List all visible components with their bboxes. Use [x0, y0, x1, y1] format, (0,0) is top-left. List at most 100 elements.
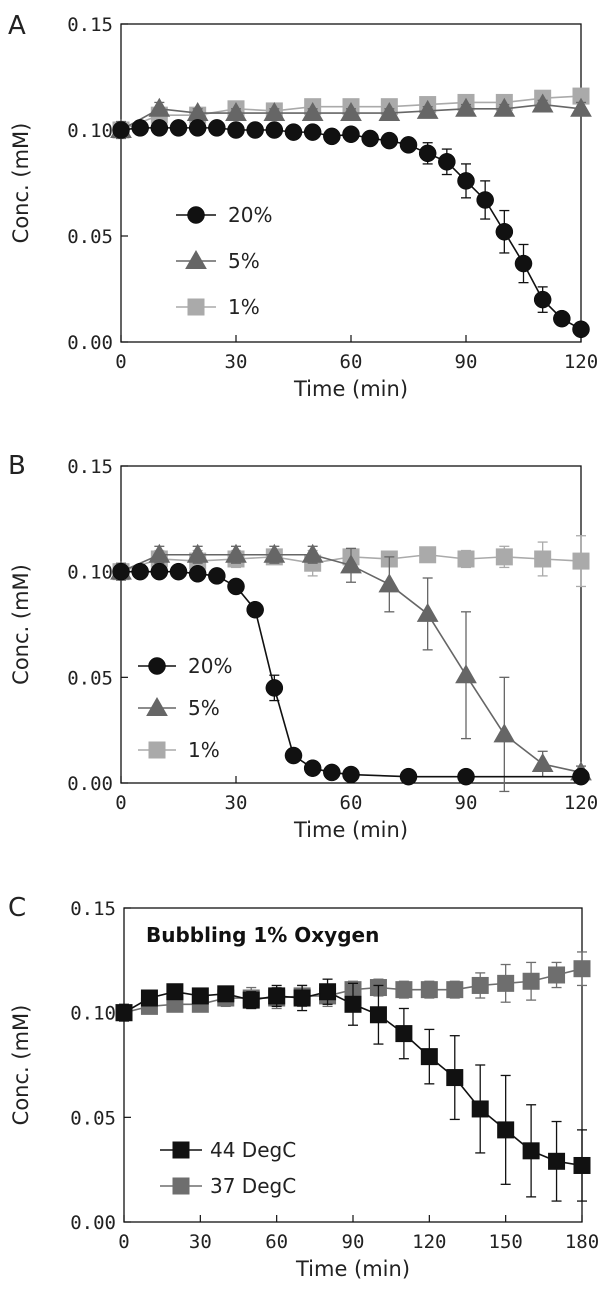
- data-point: [284, 123, 303, 141]
- x-tick-label: 180: [565, 1231, 599, 1253]
- series-5-: [110, 543, 592, 793]
- data-point: [495, 548, 513, 566]
- data-point: [570, 97, 592, 117]
- data-point: [342, 125, 360, 143]
- data-point: [112, 562, 130, 581]
- data-point: [148, 543, 171, 563]
- data-point: [263, 102, 286, 122]
- data-point: [395, 981, 413, 999]
- x-axis-label: Time (min): [295, 1257, 410, 1281]
- data-point: [455, 97, 477, 117]
- x-tick-label: 120: [412, 1231, 446, 1253]
- legend-label: 20%: [188, 654, 232, 678]
- data-point: [533, 290, 552, 309]
- data-point: [573, 1156, 591, 1174]
- series-line: [121, 570, 581, 778]
- data-point: [323, 763, 341, 782]
- y-tick-label: 0.10: [67, 120, 113, 142]
- legend-swatch-marker: [172, 1141, 190, 1159]
- data-point: [342, 765, 360, 784]
- data-point: [191, 987, 209, 1005]
- legend-label: 20%: [228, 203, 272, 227]
- x-tick-label: 120: [564, 792, 598, 814]
- data-point: [225, 543, 247, 563]
- chart-title: Bubbling 1% Oxygen: [146, 923, 379, 947]
- data-point: [457, 172, 475, 190]
- data-point: [573, 960, 591, 978]
- legend-label: 1%: [228, 295, 260, 319]
- legend-swatch-marker: [187, 298, 205, 316]
- x-tick-label: 30: [225, 351, 248, 373]
- data-point: [420, 981, 438, 999]
- data-point: [446, 981, 464, 999]
- y-axis-label: Conc. (mM): [9, 564, 33, 685]
- data-point: [457, 767, 475, 786]
- data-point: [208, 567, 226, 585]
- data-point: [553, 309, 571, 328]
- data-point: [399, 136, 418, 154]
- data-point: [169, 119, 188, 137]
- data-point: [303, 759, 322, 777]
- y-tick-label: 0.00: [70, 1212, 116, 1234]
- data-point: [301, 102, 324, 122]
- data-point: [531, 93, 554, 113]
- data-point: [522, 972, 540, 990]
- data-point: [493, 723, 516, 743]
- y-axis-label: Conc. (mM): [9, 123, 33, 244]
- plot-frame: [120, 23, 582, 343]
- legend-label: 5%: [188, 696, 220, 720]
- data-point: [572, 767, 590, 786]
- data-point: [293, 989, 311, 1007]
- panel-letter: C: [8, 893, 26, 923]
- x-tick-label: 30: [225, 792, 248, 814]
- data-point: [263, 543, 286, 563]
- y-tick-label: 0.15: [67, 456, 113, 478]
- data-point: [150, 119, 169, 137]
- y-tick-label: 0.05: [67, 667, 113, 689]
- data-point: [303, 123, 322, 141]
- data-point: [455, 664, 477, 684]
- data-point: [242, 991, 260, 1009]
- legend: 20% 5% 1%: [138, 654, 232, 762]
- data-point: [188, 565, 207, 583]
- data-point: [131, 562, 149, 581]
- data-point: [572, 320, 590, 339]
- plot-frame: [123, 907, 583, 1223]
- data-point: [378, 102, 401, 122]
- data-point: [265, 679, 284, 697]
- data-point: [246, 121, 264, 139]
- data-point: [471, 976, 489, 994]
- series-20-: [112, 119, 590, 339]
- data-point: [323, 127, 341, 146]
- x-tick-label: 60: [340, 351, 363, 373]
- y-tick-label: 0.15: [67, 14, 113, 36]
- x-tick-label: 90: [342, 1231, 365, 1253]
- data-point: [227, 121, 245, 139]
- data-point: [476, 191, 494, 209]
- data-point: [284, 746, 303, 765]
- x-tick-label: 30: [189, 1231, 212, 1253]
- y-tick-label: 0.10: [67, 562, 113, 584]
- y-tick-label: 0.05: [67, 226, 113, 248]
- y-tick-label: 0.05: [70, 1107, 116, 1129]
- legend-label: 44 DegC: [210, 1138, 296, 1162]
- legend-label: 37 DegC: [210, 1174, 296, 1198]
- data-point: [319, 983, 337, 1001]
- data-point: [548, 966, 566, 984]
- chart-panel-a: A 0.00 0.05 0.10 0.15 0 30 60 90 120 Time (min) Con…: [8, 11, 598, 401]
- x-tick-label: 90: [455, 792, 478, 814]
- legend-swatch-marker: [187, 206, 205, 224]
- data-point: [246, 600, 264, 619]
- data-point: [418, 144, 437, 163]
- y-axis-label: Conc. (mM): [9, 1005, 33, 1126]
- data-point: [150, 562, 169, 581]
- data-point: [420, 1048, 438, 1066]
- data-point: [438, 153, 456, 171]
- x-tick-label: 60: [340, 792, 363, 814]
- x-tick-label: 0: [118, 1231, 129, 1253]
- legend-label: 5%: [228, 249, 260, 273]
- y-tick-label: 0.15: [70, 898, 116, 920]
- data-point: [188, 119, 207, 137]
- legend: 20% 5% 1%: [176, 203, 272, 319]
- data-point: [395, 1025, 413, 1043]
